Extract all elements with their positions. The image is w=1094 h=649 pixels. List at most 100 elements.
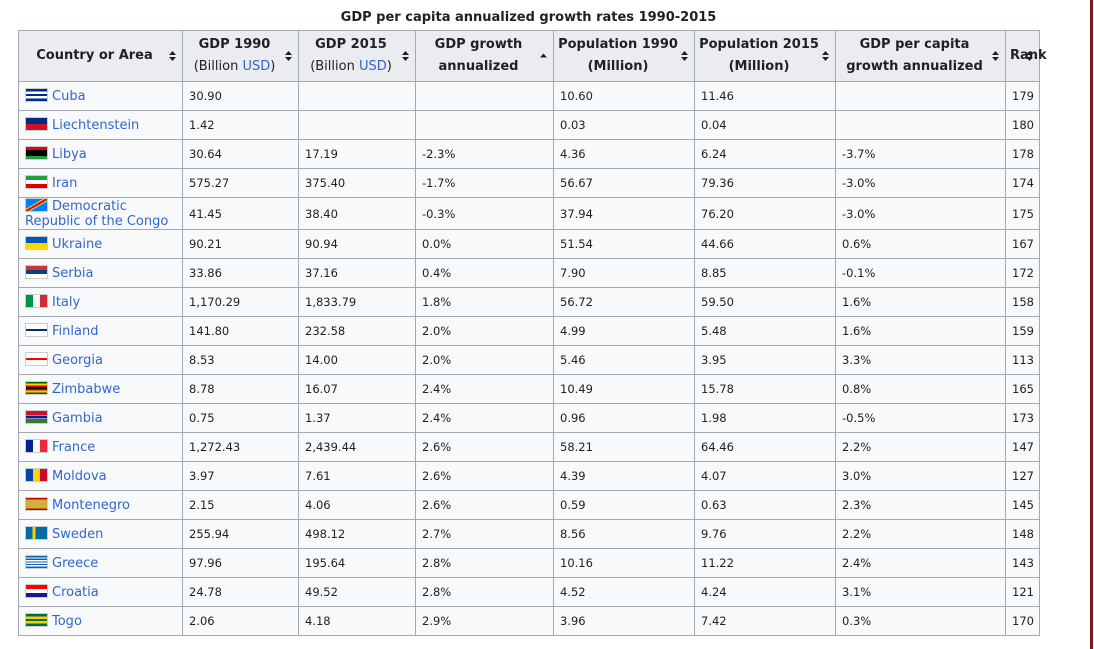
page-edge <box>1090 0 1093 649</box>
column-header[interactable]: GDP growth annualized <box>415 30 554 82</box>
country-link[interactable]: France <box>52 440 96 455</box>
country-cell: Italy <box>18 287 183 317</box>
flag-icon <box>25 410 48 424</box>
table-row: Liechtenstein 1.42 0.03 0.04 180 <box>18 110 1040 140</box>
data-cell: 2.8% <box>415 548 554 578</box>
data-cell: 2.2% <box>835 519 1006 549</box>
country-link[interactable]: Cuba <box>52 89 86 104</box>
data-cell: 127 <box>1005 461 1040 491</box>
column-header[interactable]: GDP 1990 (Billion USD) <box>182 30 299 82</box>
data-cell: 11.46 <box>694 81 836 111</box>
data-cell: 0.63 <box>694 490 836 520</box>
header-sub-text: (Billion <box>310 59 359 74</box>
data-cell: 1.8% <box>415 287 554 317</box>
country-link[interactable]: Italy <box>52 295 81 310</box>
data-cell: 14.00 <box>298 345 416 375</box>
sort-icon[interactable] <box>1026 51 1033 62</box>
header-link[interactable]: USD <box>358 59 387 74</box>
country-link[interactable]: Ukraine <box>52 237 103 252</box>
column-header[interactable]: GDP per capita growth annualized <box>835 30 1006 82</box>
flag-icon <box>25 198 48 212</box>
country-link[interactable]: Croatia <box>52 585 99 600</box>
sort-icon[interactable] <box>169 51 176 62</box>
data-cell: 10.60 <box>553 81 695 111</box>
data-cell <box>415 81 554 111</box>
header-link[interactable]: USD <box>242 59 271 74</box>
data-cell: 7.90 <box>553 258 695 288</box>
header-sub: (Billion USD) <box>303 56 399 78</box>
column-header[interactable]: Rank <box>1005 30 1047 82</box>
country-link[interactable]: Gambia <box>52 411 103 426</box>
sort-icon[interactable] <box>822 51 829 62</box>
data-cell: 7.42 <box>694 606 836 636</box>
data-cell: 8.56 <box>553 519 695 549</box>
header-title: GDP 2015 <box>315 37 387 52</box>
data-cell: 175 <box>1005 197 1040 230</box>
data-cell: 44.66 <box>694 229 836 259</box>
column-header[interactable]: GDP 2015 (Billion USD) <box>298 30 416 82</box>
flag-icon <box>25 468 48 482</box>
country-link[interactable]: Moldova <box>52 469 107 484</box>
data-cell: 7.61 <box>298 461 416 491</box>
country-link[interactable]: Sweden <box>52 527 104 542</box>
data-cell: 97.96 <box>182 548 299 578</box>
sort-icon[interactable] <box>285 51 292 62</box>
country-link[interactable]: Iran <box>52 176 78 191</box>
flag-icon <box>25 497 48 511</box>
data-cell: 58.21 <box>553 432 695 462</box>
table-body: Cuba 30.90 10.60 11.46 179 Liechtenstein 1.42 0… <box>18 81 1040 636</box>
data-cell: 172 <box>1005 258 1040 288</box>
country-cell: Montenegro <box>18 490 183 520</box>
data-cell: 0.03 <box>553 110 695 140</box>
country-link[interactable]: Democratic Republic of the Congo <box>25 199 169 229</box>
country-link[interactable]: Georgia <box>52 353 103 368</box>
country-link[interactable]: Liechtenstein <box>52 118 140 133</box>
country-link[interactable]: Greece <box>52 556 99 571</box>
data-cell <box>298 81 416 111</box>
data-cell: 16.07 <box>298 374 416 404</box>
sort-icon[interactable] <box>540 51 547 62</box>
table-row: Montenegro 2.15 4.06 2.6% 0.59 0.63 2.3% 145 <box>18 490 1040 520</box>
data-cell <box>835 81 1006 111</box>
data-cell: 498.12 <box>298 519 416 549</box>
column-header[interactable]: Population 2015 (Million) <box>694 30 836 82</box>
country-link[interactable]: Montenegro <box>52 498 131 513</box>
flag-icon <box>25 88 48 102</box>
data-cell: 2.4% <box>415 374 554 404</box>
data-cell: 41.45 <box>182 197 299 230</box>
country-link[interactable]: Finland <box>52 324 99 339</box>
data-cell: 167 <box>1005 229 1040 259</box>
data-cell: 76.20 <box>694 197 836 230</box>
data-cell: 90.21 <box>182 229 299 259</box>
data-cell: 6.24 <box>694 139 836 169</box>
data-cell: 9.76 <box>694 519 836 549</box>
data-cell: 4.36 <box>553 139 695 169</box>
data-cell: 3.96 <box>553 606 695 636</box>
data-table: Country or Area GDP 1990 (Billion USD) GDP … <box>18 30 1047 636</box>
data-cell: 24.78 <box>182 577 299 607</box>
column-header[interactable]: Country or Area <box>18 30 183 82</box>
table-row: Iran 575.27 375.40 -1.7% 56.67 79.36 -3.0% 174 <box>18 168 1040 198</box>
header-title: Country or Area <box>36 48 153 63</box>
sort-icon[interactable] <box>992 51 999 62</box>
sort-icon[interactable] <box>681 51 688 62</box>
sort-icon[interactable] <box>402 51 409 62</box>
data-cell: 30.90 <box>182 81 299 111</box>
data-cell: 179 <box>1005 81 1040 111</box>
header-row: Country or Area GDP 1990 (Billion USD) GDP … <box>18 30 1047 82</box>
country-link[interactable]: Zimbabwe <box>52 382 121 397</box>
column-header[interactable]: Population 1990 (Million) <box>553 30 695 82</box>
country-link[interactable]: Libya <box>52 147 87 162</box>
data-cell: 3.1% <box>835 577 1006 607</box>
data-cell: 158 <box>1005 287 1040 317</box>
table-wrap: GDP per capita annualized growth rates 1… <box>18 0 1047 636</box>
header-title: Population 1990 <box>558 37 678 52</box>
data-cell: 2.15 <box>182 490 299 520</box>
country-link[interactable]: Togo <box>52 614 82 629</box>
data-cell: 1.98 <box>694 403 836 433</box>
flag-icon <box>25 323 48 337</box>
header-title: Rank <box>1010 48 1047 63</box>
country-link[interactable]: Serbia <box>52 266 94 281</box>
country-cell: Serbia <box>18 258 183 288</box>
data-cell: 30.64 <box>182 139 299 169</box>
